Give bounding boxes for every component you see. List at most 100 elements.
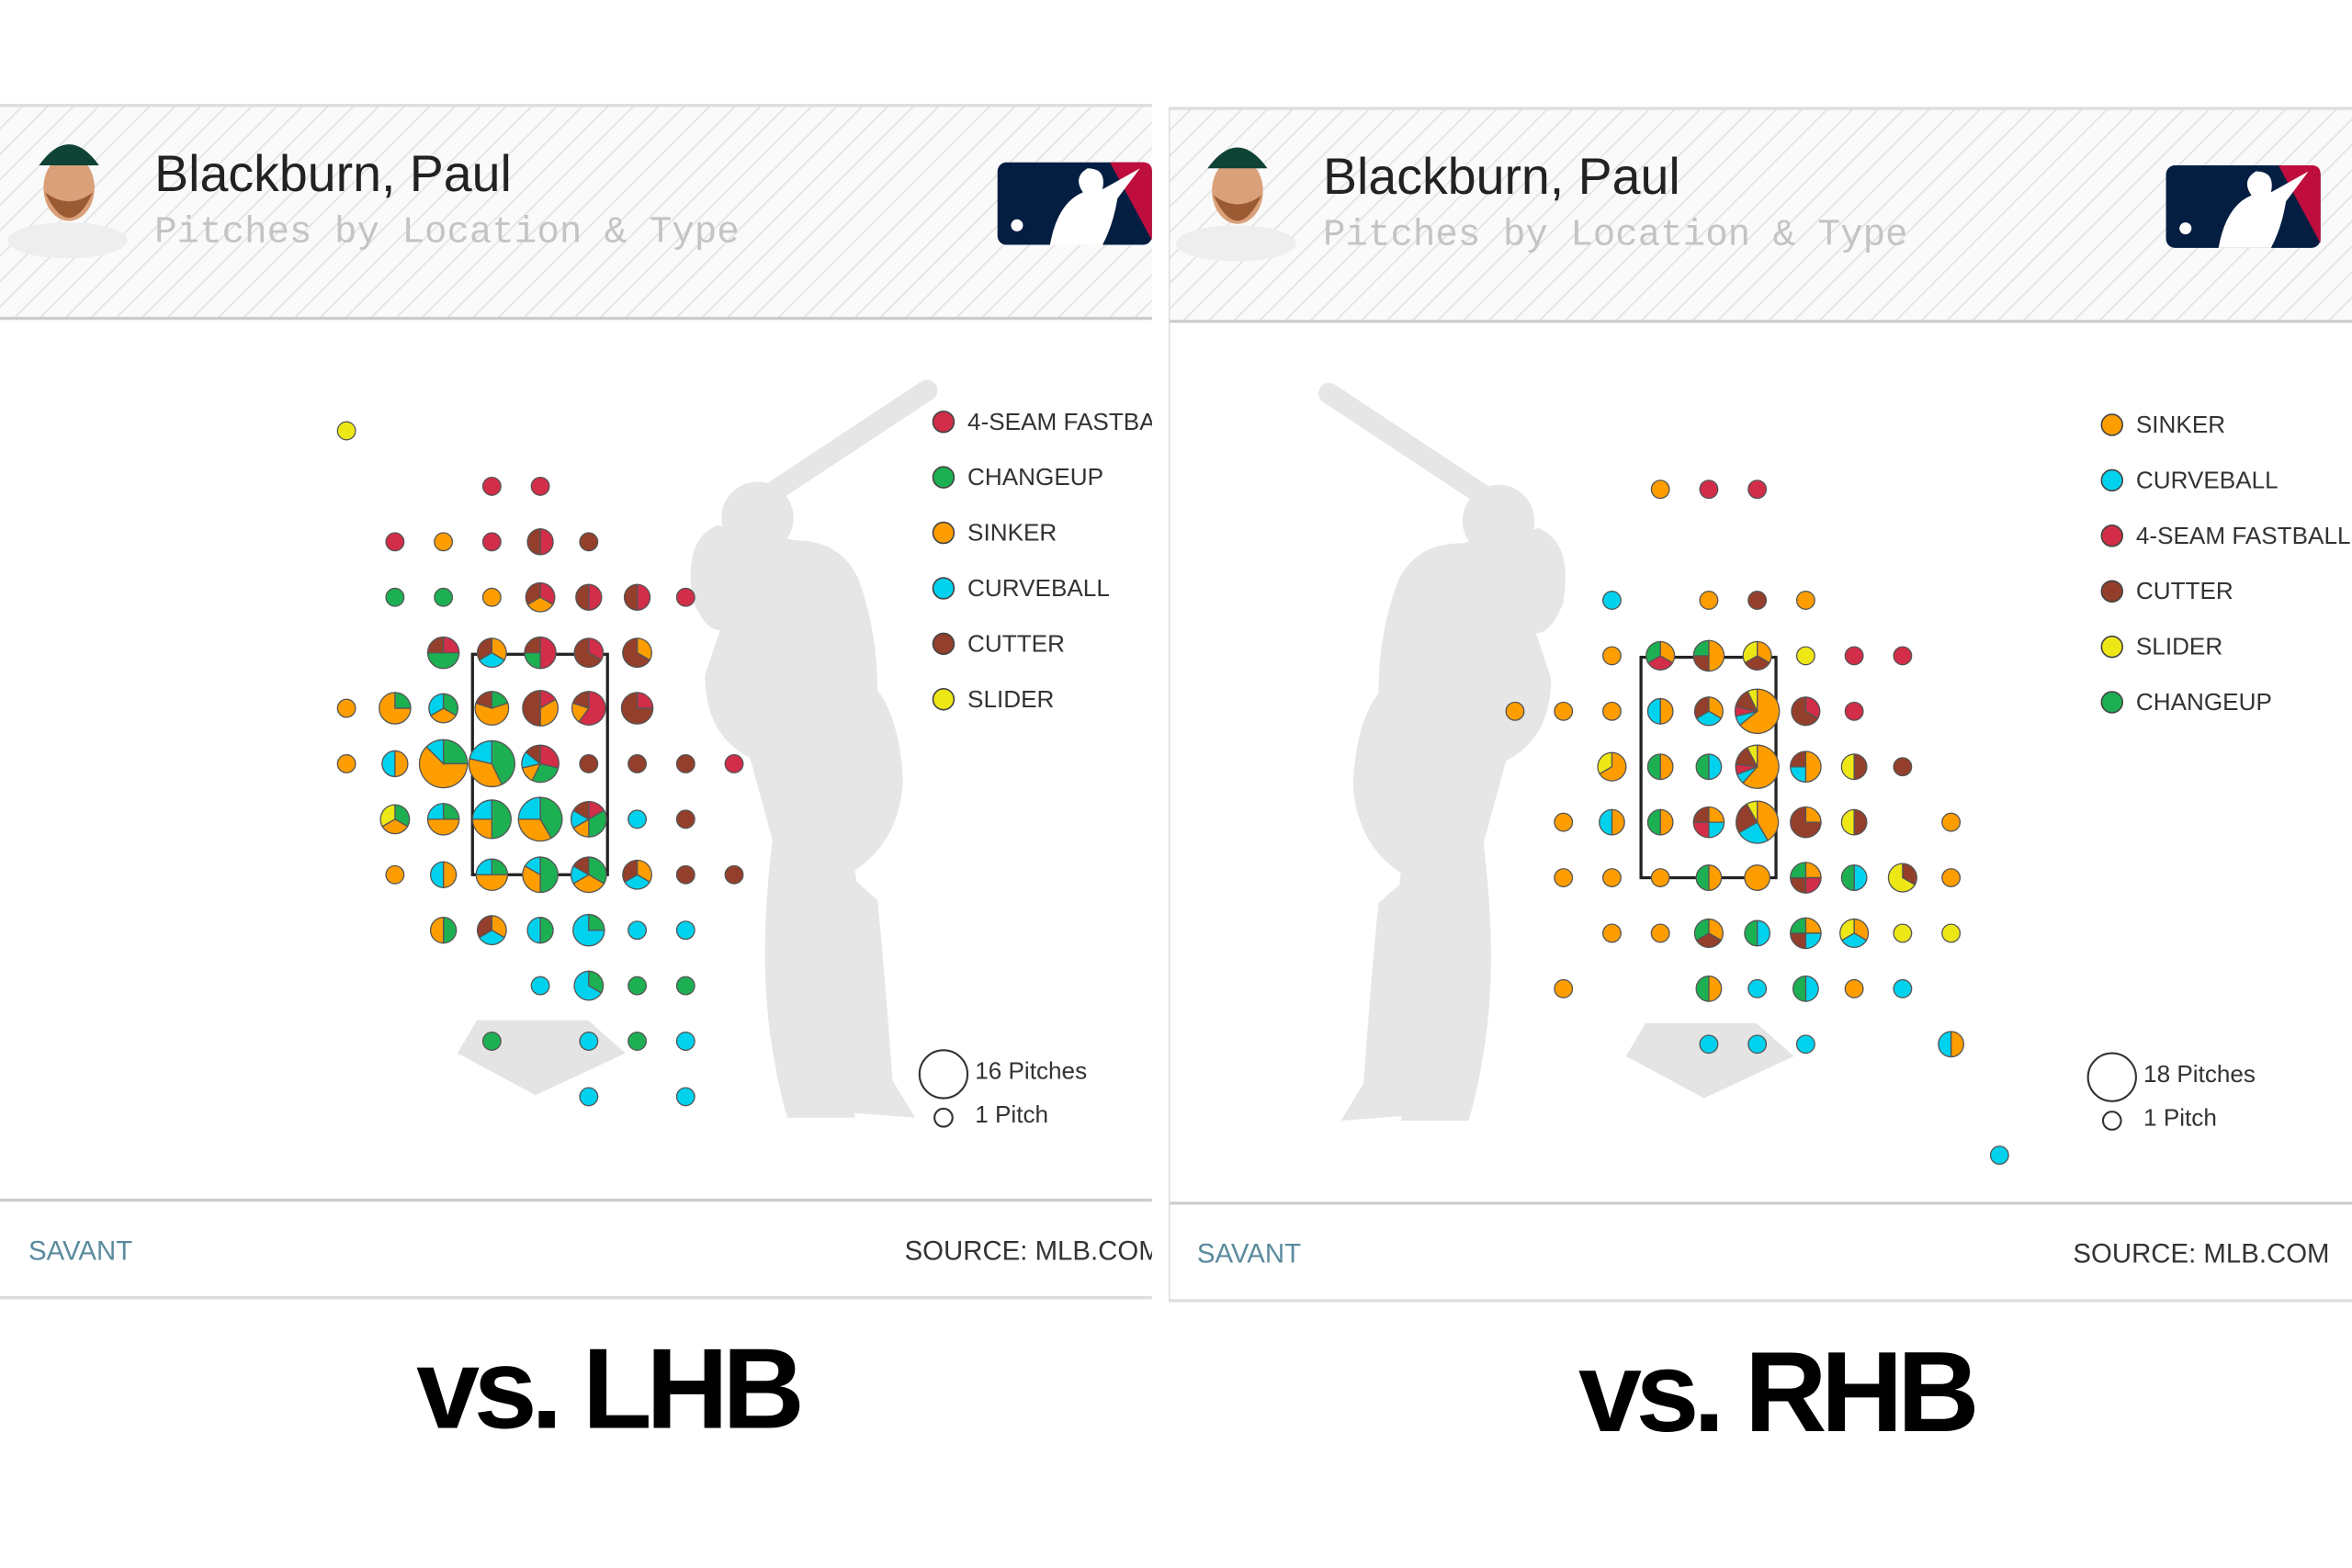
pie-slice <box>1646 697 1661 725</box>
pie-slice <box>539 636 557 670</box>
mlb-logo <box>997 162 1152 245</box>
pie-slice <box>442 636 460 654</box>
size-legend-circle <box>2101 1111 2122 1131</box>
legend-swatch <box>2100 413 2124 436</box>
footer-right: SOURCE: MLB.COM <box>2073 1239 2329 1269</box>
pie-slice <box>1692 821 1710 839</box>
player-avatar <box>1176 147 1296 262</box>
legend-label: SLIDER <box>967 685 1054 713</box>
pie-slice <box>430 917 445 944</box>
pie-slice <box>381 818 409 835</box>
pie-slice <box>636 692 654 709</box>
pie-slice <box>1790 932 1807 950</box>
pie-slice <box>1853 808 1868 836</box>
pie-slice <box>1659 808 1674 836</box>
legend-label: SLIDER <box>2136 633 2222 660</box>
pie-slice <box>1692 655 1710 672</box>
legend-swatch <box>2100 691 2124 714</box>
pie-slice <box>1747 1034 1768 1055</box>
pie-slice <box>579 532 599 552</box>
legend-swatch <box>932 577 956 600</box>
pie-slice <box>1839 918 1855 942</box>
legend-swatch <box>2100 580 2124 603</box>
pie-slice <box>336 754 356 773</box>
pie-slice <box>1737 821 1770 844</box>
pie-slice <box>1708 864 1723 891</box>
chart-title: Blackburn, Paul <box>154 145 512 202</box>
pie-slice <box>1804 932 1822 950</box>
chart-subtitle: Pitches by Location & Type <box>1323 215 1908 257</box>
size-legend-label: 1 Pitch <box>975 1100 1048 1128</box>
pie-slice <box>573 637 603 669</box>
pie-slice <box>1747 591 1768 610</box>
pie-slice <box>426 636 445 654</box>
avatar-cap <box>1207 147 1268 169</box>
pie-slice <box>1938 1031 1952 1058</box>
pie-slice <box>1738 688 1781 735</box>
pie-slice <box>1941 923 1962 943</box>
pie-slice <box>1744 864 1771 891</box>
pie-slice <box>1693 918 1710 942</box>
pie-slice <box>442 739 469 765</box>
pie-slice <box>1804 862 1822 879</box>
pie-slice <box>1602 868 1622 887</box>
logo-ball <box>1011 219 1023 231</box>
pie-slice <box>1554 978 1574 998</box>
legend-swatch <box>932 410 956 434</box>
pie-slice <box>336 421 356 441</box>
pie-slice <box>1742 744 1780 789</box>
pie-slice <box>1950 1031 1964 1058</box>
home-plate <box>1625 1022 1794 1099</box>
caption: vs. RHB <box>1578 1329 1974 1456</box>
pie-slice <box>1853 753 1868 781</box>
pie-slice <box>1844 646 1864 666</box>
pie-slice <box>1792 975 1807 1002</box>
pie-slice <box>524 856 541 876</box>
pie-slice <box>1790 917 1807 934</box>
pie-slice <box>1790 750 1807 768</box>
pie-slice <box>588 583 603 611</box>
size-legend-circle <box>918 1049 969 1100</box>
pie-slice <box>477 637 492 661</box>
pie-slice <box>572 913 605 947</box>
pie-slice <box>1790 876 1807 894</box>
pie-slice <box>1646 808 1661 836</box>
pie-slice <box>426 651 460 670</box>
pie-slice <box>1742 640 1758 664</box>
pie-slice <box>491 799 512 840</box>
legend-label: CUTTER <box>967 629 1065 657</box>
panel-body: Blackburn, Paul Pitches by Location & Typ… <box>0 104 1182 1300</box>
pie-slice <box>428 693 445 716</box>
legend-swatch <box>2100 525 2124 547</box>
pie-slice <box>1597 751 1613 775</box>
pie-slice <box>628 1032 647 1051</box>
pie-slice <box>1699 1034 1719 1055</box>
pie-slice <box>636 583 651 611</box>
pie-slice <box>1893 757 1913 777</box>
legend-label: 4-SEAM FASTBALL <box>967 408 1182 435</box>
pie-slice <box>1746 800 1758 825</box>
pie-slice <box>525 744 541 765</box>
pie-slice <box>426 818 460 836</box>
pie-slice <box>1599 751 1627 782</box>
pie-slice <box>628 809 647 829</box>
pie-slice <box>434 587 454 607</box>
pie-slice <box>481 1032 502 1051</box>
pie-slice <box>1650 923 1670 943</box>
pie-slice <box>430 707 458 724</box>
pie-slice <box>1989 1145 2009 1166</box>
pie-slice <box>1554 701 1574 721</box>
bat <box>1318 382 1517 521</box>
pie-slice <box>1893 978 1913 998</box>
panel: Blackburn, Paul Pitches by Location & Typ… <box>0 104 1182 1453</box>
pie-slice <box>517 796 541 820</box>
pie-slice <box>1790 806 1822 839</box>
pie-slice <box>572 800 590 820</box>
leg <box>1340 842 1446 1122</box>
pie-slice <box>481 532 502 552</box>
logo-batter <box>1049 168 1140 245</box>
pie-slice <box>571 691 590 709</box>
pie-slice <box>491 739 515 785</box>
pie-slice <box>1708 821 1725 839</box>
pie-slice <box>1708 639 1725 672</box>
